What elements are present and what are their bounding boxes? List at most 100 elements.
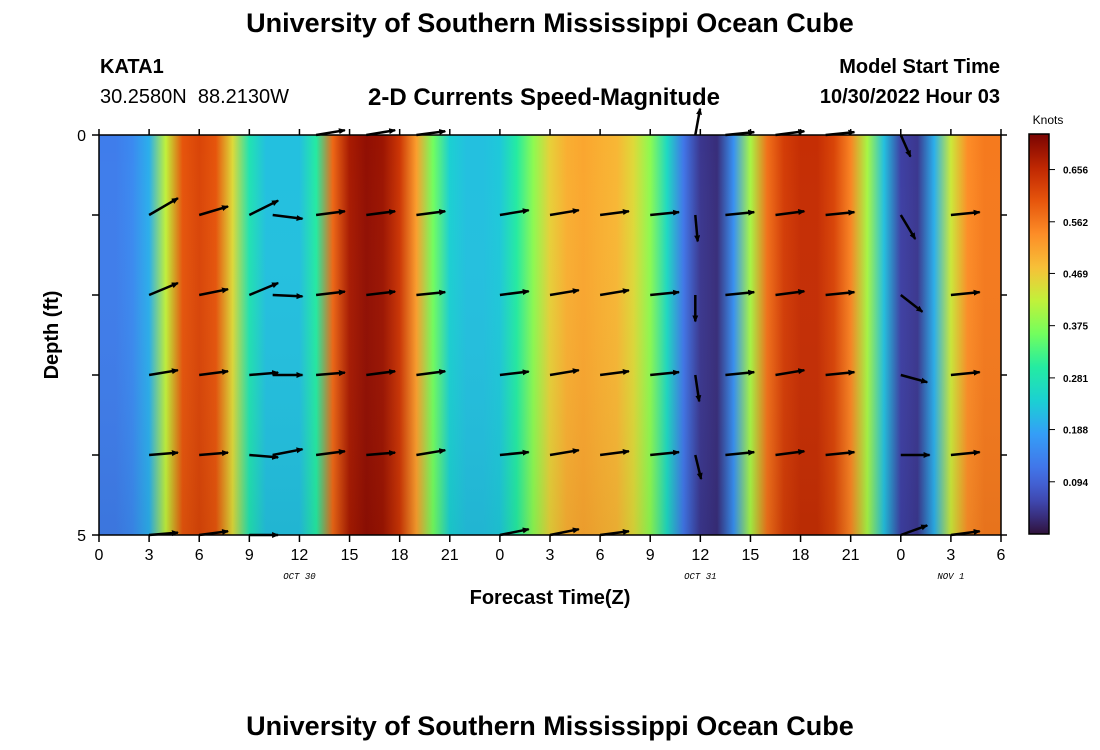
current-vector: [416, 448, 447, 457]
current-vector: [549, 208, 580, 217]
current-vector: [650, 449, 680, 457]
current-vector: [416, 289, 447, 297]
current-vector: [725, 369, 756, 377]
current-vector: [950, 369, 981, 377]
current-vector: [148, 368, 179, 377]
current-vector: [599, 288, 630, 297]
current-vector: [199, 369, 229, 377]
x-tick-label: 6: [596, 547, 605, 564]
x-tick-label: 3: [946, 547, 955, 564]
current-vector: [825, 449, 856, 457]
current-vector: [499, 449, 530, 457]
x-tick-label: 6: [997, 547, 1006, 564]
x-tick-label: 21: [441, 547, 459, 564]
x-tick-label: 6: [195, 547, 204, 564]
date-label: NOV 1: [937, 572, 964, 582]
y-axis: 05: [77, 128, 1007, 545]
current-vector: [599, 449, 630, 457]
current-vector: [249, 453, 280, 460]
footer-title: University of Southern Mississippi Ocean…: [246, 711, 854, 741]
colorbar-tick-label: 0.469: [1063, 269, 1088, 280]
current-vector: [950, 449, 981, 457]
x-tick-label: 0: [896, 547, 905, 564]
x-axis-label: Forecast Time(Z): [470, 587, 631, 609]
current-vector: [775, 368, 806, 377]
x-tick-label: 3: [546, 547, 555, 564]
current-vector: [366, 369, 397, 377]
x-tick-label: 18: [391, 547, 409, 564]
x-tick-label: 15: [341, 547, 359, 564]
current-vector: [366, 128, 397, 137]
x-tick-label: 9: [646, 547, 655, 564]
x-tick-label: 0: [495, 547, 504, 564]
current-vector: [650, 369, 680, 377]
chart-title: 2-D Currents Speed-Magnitude: [368, 84, 721, 111]
date-label: OCT 30: [283, 572, 316, 582]
colorbar-ticks: 0.656 0.562 0.469 0.375 0.281 0.188 0.094: [1049, 166, 1088, 489]
current-vector: [248, 281, 280, 297]
current-vector: [725, 449, 756, 457]
date-labels: OCT 30 OCT 31 NOV 1: [283, 572, 964, 582]
current-vector: [499, 369, 530, 377]
current-vector: [900, 373, 929, 384]
current-vector: [825, 209, 856, 217]
current-vector: [499, 527, 530, 537]
page-title: University of Southern Mississippi Ocean…: [246, 8, 854, 38]
station-coordinates: 30.2580N 88.2130W: [100, 86, 290, 108]
current-vector: [950, 209, 981, 217]
heatmap-depth-shade: [99, 135, 1001, 535]
current-vector: [315, 370, 346, 377]
model-start-value: 10/30/2022 Hour 03: [819, 86, 1000, 108]
colorbar-ramp: [1028, 133, 1050, 535]
current-vector: [725, 209, 756, 217]
x-axis: 0 3 6 9 12 15 18 21 0 3 6 9 12 15 18 21 0 3 6: [95, 129, 1006, 564]
current-vector: [899, 214, 917, 240]
current-vector: [650, 209, 680, 217]
colorbar-label: Knots: [1033, 113, 1064, 127]
current-vector: [549, 288, 580, 297]
current-vector: [694, 454, 703, 480]
current-vector: [549, 448, 580, 457]
x-tick-label: 18: [792, 547, 810, 564]
current-vector: [599, 209, 630, 217]
x-tick-label: 3: [145, 547, 154, 564]
current-vector: [272, 293, 304, 300]
current-vector: [900, 524, 929, 537]
x-tick-label: 0: [95, 547, 104, 564]
current-vector: [315, 449, 346, 457]
current-vector: [549, 527, 580, 537]
current-vector: [499, 208, 530, 217]
current-vector: [499, 289, 530, 297]
x-tick-label: 12: [691, 547, 709, 564]
current-vector: [825, 289, 856, 297]
x-tick-label: 21: [842, 547, 860, 564]
current-vector: [599, 369, 630, 377]
current-vector: [315, 289, 346, 297]
current-vector: [899, 134, 912, 158]
current-vector: [549, 368, 580, 377]
current-vector: [650, 289, 680, 297]
current-vector: [725, 289, 756, 297]
current-vector: [950, 289, 981, 297]
current-vector: [366, 289, 397, 297]
current-vector: [775, 449, 806, 457]
current-vector: [694, 107, 702, 136]
current-vector: [272, 447, 304, 457]
current-vector: [366, 209, 397, 217]
y-tick-label: 5: [77, 528, 86, 545]
model-start-label: Model Start Time: [839, 56, 1000, 78]
colorbar-tick-label: 0.562: [1063, 218, 1088, 229]
current-vector: [198, 205, 229, 217]
current-vector: [694, 374, 702, 403]
current-vector: [272, 213, 304, 222]
current-vector: [416, 209, 447, 217]
current-vector: [249, 370, 280, 377]
colorbar: Knots 0.656 0.562 0.469 0.375 0.281 0.188 0.09…: [1028, 113, 1088, 535]
current-vector: [199, 450, 229, 457]
current-vector: [825, 369, 856, 377]
current-vector: [366, 450, 397, 457]
colorbar-tick-label: 0.188: [1063, 426, 1088, 437]
colorbar-tick-label: 0.656: [1063, 166, 1088, 177]
y-axis-label: Depth (ft): [41, 291, 63, 380]
